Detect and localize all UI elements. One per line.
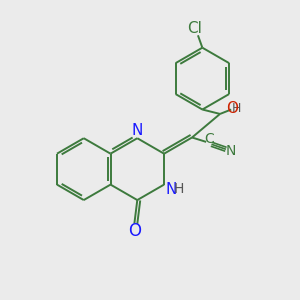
Text: N: N xyxy=(226,144,236,158)
Text: H: H xyxy=(232,101,241,115)
Text: O: O xyxy=(226,100,238,116)
Text: N: N xyxy=(166,182,177,196)
Text: Cl: Cl xyxy=(188,21,202,36)
Text: O: O xyxy=(128,222,141,240)
Text: H: H xyxy=(174,182,184,196)
Text: N: N xyxy=(132,123,143,138)
Text: C: C xyxy=(204,132,214,146)
